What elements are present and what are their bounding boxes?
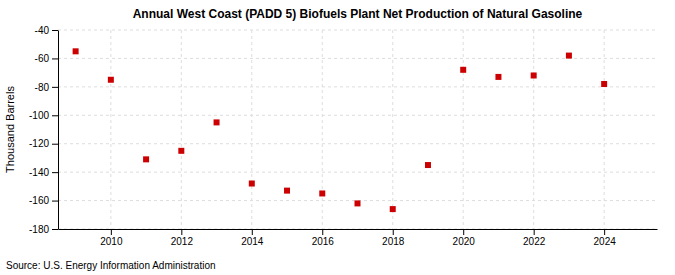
grid-line-y: [58, 143, 657, 144]
title: Annual West Coast (PADD 5) Biofuels Plan…: [133, 7, 583, 21]
y-tick-label: -80: [35, 82, 50, 93]
grid-line-y: [58, 172, 657, 173]
y-tick: -40: [35, 25, 58, 36]
y-axis: -180 -160 -140 -120 -100 -80 -60 -40: [29, 25, 59, 235]
x-tick-mark: [252, 229, 253, 235]
y-tick-label: -60: [35, 53, 50, 64]
x-tick: 2022: [523, 229, 546, 247]
y-tick: -180: [29, 224, 58, 235]
y-tick-mark: [52, 229, 58, 230]
point: [355, 200, 361, 206]
y-tick-label: -100: [29, 110, 49, 121]
point: [425, 162, 431, 168]
y-tick-mark: [52, 58, 58, 59]
x-tick-label: 2020: [453, 236, 476, 247]
point: [319, 190, 325, 196]
point: [249, 181, 255, 187]
x-tick-label: 2012: [171, 236, 194, 247]
x-axis-line: [59, 229, 658, 230]
grid: [58, 30, 657, 229]
grid-line-x: [251, 30, 252, 229]
grid-line-x: [181, 30, 182, 229]
point: [495, 74, 501, 80]
x-tick-label: 2022: [523, 236, 546, 247]
grid-line-x: [463, 30, 464, 229]
x-tick-mark: [604, 229, 605, 235]
y-tick: -80: [35, 82, 58, 93]
x-tick: 2018: [382, 229, 405, 247]
x-tick: 2012: [171, 229, 194, 247]
x-tick-mark: [322, 229, 323, 235]
point: [284, 188, 290, 194]
point: [143, 156, 149, 162]
grid-line-x: [322, 30, 323, 229]
y-tick: -120: [29, 138, 58, 149]
y-tick-mark: [52, 201, 58, 202]
y-tick: -60: [35, 53, 58, 64]
grid-line-y: [58, 86, 657, 87]
x-tick-label: 2018: [382, 236, 405, 247]
y-tick-mark: [52, 144, 58, 145]
grid-line-x: [533, 30, 534, 229]
point: [531, 72, 537, 78]
point: [214, 119, 220, 125]
x-tick-mark: [111, 229, 112, 235]
x-tick-label: 2024: [594, 236, 617, 247]
x-tick-label: 2014: [241, 236, 264, 247]
source-note: Source: U.S. Energy Information Administ…: [6, 260, 216, 271]
point: [178, 148, 184, 154]
points: [73, 48, 608, 212]
point: [108, 77, 114, 83]
y-tick: -160: [29, 195, 58, 206]
x-tick: 2020: [453, 229, 476, 247]
x-tick-mark: [181, 229, 182, 235]
y-tick-mark: [52, 87, 58, 88]
y-tick-mark: [52, 172, 58, 173]
x-tick-label: 2016: [312, 236, 335, 247]
plot-area: 2010 2012 2014 2016 2018 2020 2022 2024 -180 -160…: [29, 25, 658, 247]
grid-line-x: [392, 30, 393, 229]
x-tick: 2014: [241, 229, 264, 247]
grid-line-y: [58, 229, 657, 230]
y-tick-mark: [52, 115, 58, 116]
point: [73, 48, 79, 54]
y-tick-mark: [52, 30, 58, 31]
x-tick-label: 2010: [100, 236, 123, 247]
x-tick: 2016: [312, 229, 335, 247]
chart: 2010 2012 2014 2016 2018 2020 2022 2024 -180 -160…: [0, 0, 675, 275]
y-tick-label: -180: [29, 224, 49, 235]
point: [566, 53, 572, 59]
x-tick: 2024: [594, 229, 617, 247]
y-axis-line: [58, 31, 59, 230]
x-tick: 2010: [100, 229, 123, 247]
x-tick-mark: [534, 229, 535, 235]
y-tick: -100: [29, 110, 58, 121]
grid-line-y: [58, 30, 657, 31]
point: [390, 206, 396, 212]
grid-line-y: [58, 115, 657, 116]
x-tick-mark: [393, 229, 394, 235]
y-tick-label: -140: [29, 167, 49, 178]
x-axis: 2010 2012 2014 2016 2018 2020 2022 2024: [59, 229, 658, 247]
point: [601, 81, 607, 87]
grid-line-x: [110, 30, 111, 229]
y-tick-label: -40: [35, 25, 50, 36]
point: [460, 67, 466, 73]
x-tick-mark: [463, 229, 464, 235]
grid-line-x: [604, 30, 605, 229]
y-tick-label: -120: [29, 138, 49, 149]
y-axis-title: Thousand Barrels: [4, 86, 16, 173]
y-tick-label: -160: [29, 195, 49, 206]
y-tick: -140: [29, 167, 58, 178]
